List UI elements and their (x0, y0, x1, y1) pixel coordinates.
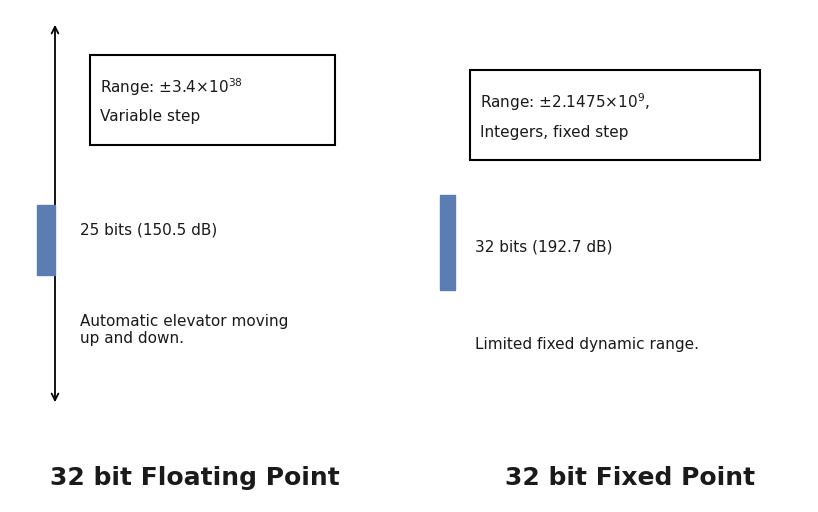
Text: Range: $\pm$3.4$\times$10$^{38}$: Range: $\pm$3.4$\times$10$^{38}$ (100, 76, 243, 98)
Text: Variable step: Variable step (100, 110, 200, 124)
Text: 25 bits (150.5 dB): 25 bits (150.5 dB) (80, 223, 218, 238)
Text: 32 bits (192.7 dB): 32 bits (192.7 dB) (475, 240, 613, 254)
Text: Automatic elevator moving
up and down.: Automatic elevator moving up and down. (80, 314, 289, 346)
FancyBboxPatch shape (440, 195, 455, 290)
Text: 32 bit Fixed Point: 32 bit Fixed Point (505, 466, 755, 490)
FancyBboxPatch shape (37, 205, 55, 275)
Text: 32 bit Floating Point: 32 bit Floating Point (50, 466, 339, 490)
Text: Limited fixed dynamic range.: Limited fixed dynamic range. (475, 337, 699, 352)
Text: Range: $\pm$2.1475$\times$10$^{9}$,: Range: $\pm$2.1475$\times$10$^{9}$, (480, 91, 649, 113)
Bar (90, 55, 335, 145)
Text: Integers, fixed step: Integers, fixed step (480, 124, 628, 139)
Bar (470, 70, 760, 160)
